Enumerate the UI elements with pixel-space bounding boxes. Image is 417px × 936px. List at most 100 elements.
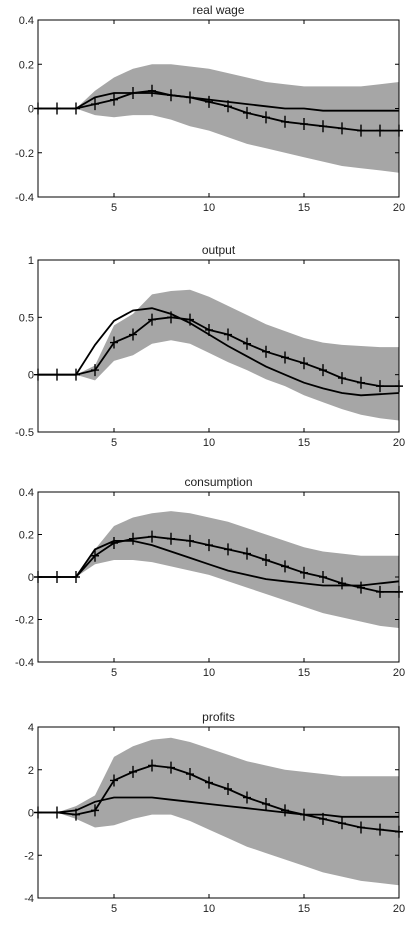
data-point-marker — [319, 120, 327, 133]
y-tick-label: 0.5 — [19, 312, 34, 324]
data-point-marker — [262, 345, 270, 358]
data-point-marker — [300, 117, 308, 130]
y-tick-label: 0.4 — [19, 15, 34, 27]
data-point-marker — [110, 336, 118, 349]
data-point-marker — [262, 554, 270, 566]
data-point-marker — [281, 115, 289, 128]
x-tick-label: 5 — [111, 437, 117, 449]
data-point-marker — [338, 817, 346, 830]
confidence-band — [38, 64, 399, 173]
data-point-marker — [357, 581, 365, 594]
y-tick-label: 0.2 — [19, 59, 34, 71]
data-point-marker — [281, 351, 289, 364]
data-point-marker — [319, 364, 327, 377]
data-point-marker — [224, 328, 232, 341]
x-tick-label: 20 — [393, 667, 405, 679]
panel-title: output — [202, 243, 236, 257]
panel-title: real wage — [192, 3, 244, 17]
data-point-marker — [376, 823, 384, 836]
x-tick-label: 15 — [298, 903, 310, 915]
data-point-marker — [243, 791, 251, 804]
data-point-marker — [110, 774, 118, 787]
data-point-marker — [167, 761, 175, 774]
series-line-with-markers — [38, 316, 399, 388]
y-tick-label: -2 — [24, 850, 34, 862]
y-tick-label: 0 — [28, 808, 34, 820]
data-point-marker — [281, 804, 289, 817]
data-point-marker — [338, 122, 346, 135]
y-tick-label: 2 — [28, 765, 34, 777]
data-point-marker — [91, 549, 99, 562]
data-point-marker — [243, 547, 251, 560]
confidence-band — [38, 289, 399, 421]
series-line-solid — [38, 540, 400, 587]
x-tick-label: 15 — [298, 667, 310, 679]
data-point-marker — [281, 560, 289, 573]
y-tick-label: -0.4 — [15, 192, 34, 204]
y-tick-label: -0.5 — [15, 427, 34, 439]
data-point-marker — [357, 376, 365, 389]
data-point-marker — [148, 84, 156, 97]
data-point-marker — [91, 98, 99, 111]
data-point-marker — [300, 357, 308, 370]
panel-4: 5 10 15 20 -4 -2 0 2 4 profits — [24, 710, 405, 915]
y-tick-label: 0 — [28, 104, 34, 116]
data-point-marker — [91, 804, 99, 817]
x-tick-label: 15 — [298, 202, 310, 214]
x-tick-label: 10 — [203, 202, 215, 214]
data-point-marker — [376, 124, 384, 137]
data-point-marker — [319, 571, 327, 583]
axes-frame — [37, 259, 400, 433]
series-line-with-markers — [38, 535, 399, 593]
data-point-marker — [300, 566, 308, 579]
data-point-marker — [357, 124, 365, 137]
data-point-marker — [376, 380, 384, 393]
data-point-marker — [338, 577, 346, 590]
panel-2: 5 10 15 20 -0.5 0 0.5 1 output — [15, 243, 405, 449]
data-point-marker — [243, 337, 251, 350]
data-point-marker — [338, 372, 346, 385]
series-line-solid — [38, 307, 400, 397]
x-tick-label: 15 — [298, 437, 310, 449]
y-tick-label: 0.4 — [19, 487, 34, 499]
x-tick-label: 10 — [203, 903, 215, 915]
data-point-marker — [186, 534, 194, 547]
data-point-marker — [129, 532, 137, 545]
data-point-marker — [262, 111, 270, 124]
data-point-marker — [357, 821, 365, 834]
panel-title: profits — [202, 710, 235, 724]
x-tick-label: 10 — [203, 437, 215, 449]
data-point-marker — [205, 776, 213, 789]
y-tick-label: -0.2 — [15, 615, 34, 627]
series-line-solid — [38, 796, 399, 818]
y-tick-label: 1 — [28, 255, 34, 267]
x-tick-label: 5 — [111, 667, 117, 679]
panel-3: 5 10 15 20 -0.4 -0.2 0 0.2 0.4 consumption — [15, 475, 405, 679]
data-point-marker — [110, 93, 118, 106]
data-point-marker — [262, 797, 270, 810]
panel-title: consumption — [184, 475, 252, 489]
data-point-marker — [129, 765, 137, 778]
data-point-marker — [91, 364, 99, 377]
x-tick-label: 20 — [393, 903, 405, 915]
data-point-marker — [148, 759, 156, 772]
data-point-marker — [243, 106, 251, 119]
y-tick-label: -4 — [24, 893, 34, 905]
series-line-solid — [38, 92, 399, 112]
x-tick-label: 5 — [111, 202, 117, 214]
x-tick-label: 10 — [203, 667, 215, 679]
data-point-marker — [129, 328, 137, 341]
data-point-marker — [186, 768, 194, 781]
data-point-marker — [148, 530, 156, 543]
x-tick-label: 20 — [393, 202, 405, 214]
data-point-marker — [167, 532, 175, 545]
y-tick-label: -0.4 — [15, 657, 34, 669]
y-tick-label: 0.2 — [19, 530, 34, 542]
confidence-band — [38, 511, 399, 628]
data-point-marker — [224, 543, 232, 556]
data-point-marker — [205, 539, 213, 552]
y-tick-label: -0.2 — [15, 148, 34, 160]
y-tick-label: 4 — [28, 722, 34, 734]
panel-1: 5 10 15 20 -0.4 -0.2 0 0.2 0.4 real wage — [15, 3, 405, 214]
